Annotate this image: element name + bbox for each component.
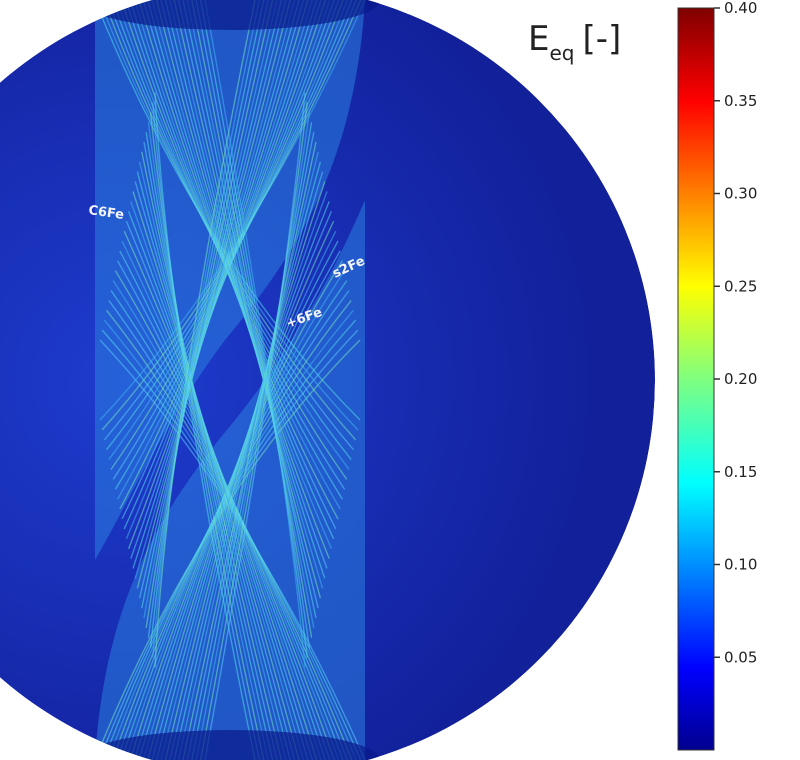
colorbar-tick-label: 0.35 <box>724 92 757 110</box>
colorbar-tick-label: 0.05 <box>724 648 757 666</box>
colorbar-title: Eeq [-] <box>528 19 621 65</box>
shear-line <box>134 0 296 579</box>
shear-line <box>134 181 296 760</box>
shear-line <box>154 92 256 760</box>
shear-line <box>186 0 315 629</box>
shear-line <box>147 0 269 638</box>
shear-line <box>173 0 322 599</box>
shear-line <box>177 151 319 760</box>
shear-line <box>186 131 315 760</box>
colorbar-title-subscript: eq <box>549 41 574 65</box>
shear-line <box>191 0 313 638</box>
colorbar-bar <box>677 7 715 751</box>
shear-line <box>136 171 291 760</box>
disk-field <box>0 0 655 760</box>
colorbar-tick-label: 0.15 <box>724 463 757 481</box>
shear-line <box>145 0 274 629</box>
colorbar: 0.05 0.10 0.15 0.20 0.25 0.30 0.35 0.40 <box>677 0 757 751</box>
shear-line <box>169 0 324 589</box>
shear-line <box>199 102 308 760</box>
shear-line <box>152 102 261 760</box>
colorbar-tick-label: 0.10 <box>724 556 757 574</box>
shear-line <box>195 112 311 760</box>
top-edge-glow <box>80 0 380 30</box>
shear-line <box>141 151 283 760</box>
disk-background <box>0 0 655 760</box>
svg-text:Eeq[-]: Eeq [-] <box>528 19 621 65</box>
shear-line <box>149 112 265 760</box>
shear-lines <box>94 0 366 760</box>
colorbar-tick-label: 0.40 <box>724 0 757 17</box>
colorbar-tick-label: 0.25 <box>724 277 757 295</box>
shear-line <box>169 171 324 760</box>
shear-line <box>143 0 278 619</box>
colorbar-title-symbol: E <box>528 19 549 59</box>
shear-line <box>138 161 287 760</box>
shear-line <box>147 122 269 760</box>
shear-line <box>152 0 261 658</box>
shear-line <box>182 0 317 619</box>
colorbar-title-unit: [-] <box>582 19 621 59</box>
shear-line <box>195 0 311 648</box>
shear-line <box>136 0 291 589</box>
colorbar-tick-label: 0.30 <box>724 185 757 203</box>
shear-line <box>199 0 308 658</box>
colorbar-tick-label: 0.20 <box>724 370 757 388</box>
annotation-label: C6Fe <box>87 203 125 223</box>
bottom-edge-glow <box>80 730 380 760</box>
shear-line <box>182 141 317 760</box>
shear-line <box>177 0 319 609</box>
shear-line <box>149 0 265 648</box>
shear-line <box>173 161 322 760</box>
shear-line <box>191 122 313 760</box>
shear-line <box>143 141 278 760</box>
shear-line <box>141 0 283 609</box>
shear-line <box>138 0 287 599</box>
shear-line <box>204 92 306 760</box>
colorbar-ticks: 0.05 0.10 0.15 0.20 0.25 0.30 0.35 0.40 <box>714 0 757 666</box>
shear-line <box>145 131 274 760</box>
